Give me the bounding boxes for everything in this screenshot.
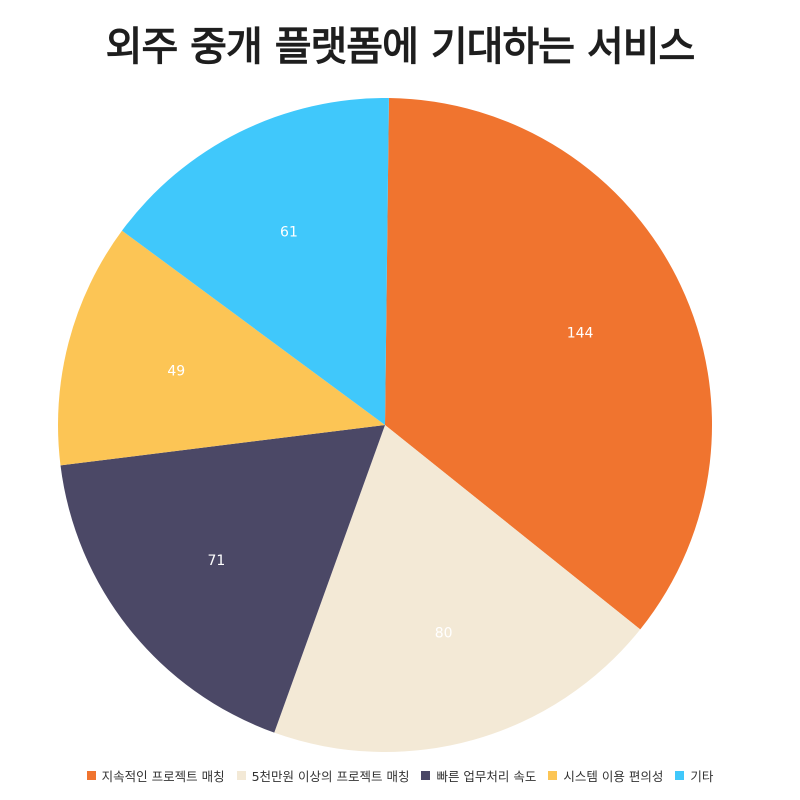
legend-item: 시스템 이용 편의성 [548,766,663,785]
legend-label: 기타 [690,769,714,784]
legend-item: 5천만원 이상의 프로젝트 매칭 [236,766,410,785]
pie-slice [122,98,389,426]
pie-slice [274,425,641,752]
legend-swatch [548,771,558,780]
legend-label: 지속적인 프로젝트 매칭 [101,769,225,784]
pie-slice [57,230,385,466]
legend-swatch [421,771,431,780]
data-label: 80 [435,626,453,642]
pie-slice [385,98,713,630]
data-label: 144 [567,326,594,342]
legend-swatch [675,771,685,780]
chart-legend: 지속적인 프로젝트 매칭 5천만원 이상의 프로젝트 매칭 빠른 업무처리 속도 시스… [0,766,800,785]
legend-item: 빠른 업무처리 속도 [421,766,536,785]
legend-label: 시스템 이용 편의성 [563,769,664,784]
legend-item: 기타 [675,766,713,785]
legend-swatch [236,771,246,780]
legend-swatch [86,771,96,780]
data-label: 61 [280,225,298,241]
data-label: 49 [167,363,185,379]
legend-label: 5천만원 이상의 프로젝트 매칭 [251,769,410,784]
legend-label: 빠른 업무처리 속도 [436,769,537,784]
chart-title: 외주 중개 플랫폼에 기대하는 서비스 [105,24,696,70]
legend-item: 지속적인 프로젝트 매칭 [86,766,225,785]
pie-slice [60,425,385,733]
data-label: 71 [208,553,226,569]
